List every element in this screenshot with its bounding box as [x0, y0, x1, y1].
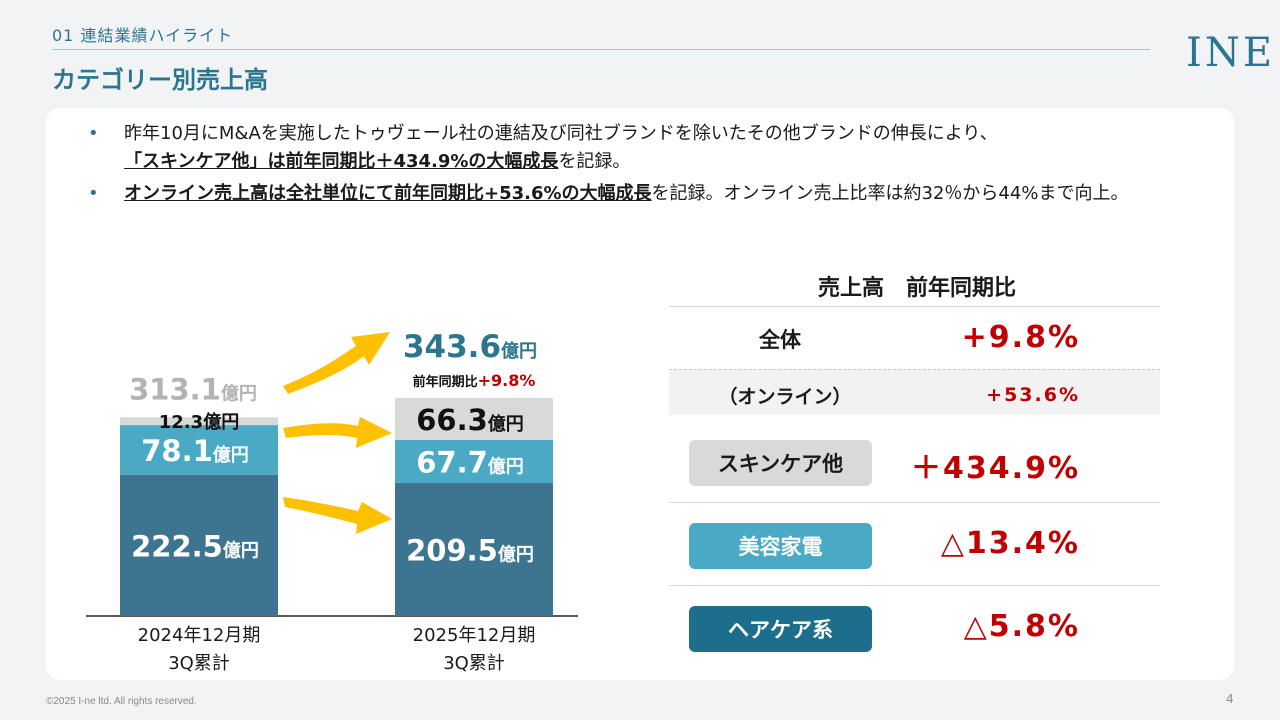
bullet-dot-icon: • [88, 123, 99, 144]
bullet-emphasis: オンライン売上高は全社単位にて前年同期比+53.6%の大幅成長 [124, 183, 652, 204]
bar-segment-beauty_appliance [395, 439, 553, 483]
page-number: 4 [1226, 692, 1234, 706]
row-value-skincare: ＋434.9% [911, 451, 1080, 486]
bar-value-label: 67.7億円 [416, 445, 524, 479]
bullet-text: 昨年10月にM&Aを実施したトゥヴェール社の連結及び同社ブランドを除いたその他ブ… [124, 123, 998, 144]
bar-total-label: 313.1億円 [129, 372, 257, 406]
growth-arrow-icon [283, 497, 392, 534]
x-tick-label-2024: 2024年12月期 3Q累計 [99, 622, 299, 678]
bar-segment-beauty_appliance [120, 425, 278, 475]
bar-total-label: 343.6億円 [403, 329, 537, 365]
pill-label: ヘアケア系 [728, 618, 833, 642]
pill-label: スキンケア他 [717, 452, 844, 476]
bar-value-label: 78.1億円 [141, 434, 249, 468]
copyright-text: ©2025 I-ne ltd. All rights reserved. [46, 696, 197, 707]
table-rule [669, 306, 1160, 307]
bar-segment-skincare [395, 397, 553, 440]
bar-segment-haircare [395, 482, 553, 616]
x-tick-line1: 2024年12月期 [137, 625, 261, 646]
row-value-haircare: △5.8% [963, 609, 1080, 644]
table-header: 売上高 前年同期比 [818, 276, 1017, 301]
bullet-text-tail: を記録。 [558, 151, 631, 172]
section-label: 01 連結業績ハイライト [52, 26, 234, 45]
bar-value-label: 222.5億円 [131, 529, 259, 563]
table-rule [669, 502, 1160, 503]
row-value-total: +9.8% [961, 320, 1080, 355]
pill-label: 美容家電 [738, 535, 823, 559]
x-tick-line2: 3Q累計 [443, 653, 505, 674]
growth-arrow-icon [283, 417, 392, 448]
highlight-bullets: • 昨年10月にM&Aを実施したトゥヴェール社の連結及び同社ブランドを除いたその… [88, 120, 1208, 210]
category-pill-skincare: スキンケア他 [689, 440, 872, 486]
bar-value-label: 66.3億円 [416, 403, 524, 437]
online-row-band [669, 369, 1160, 415]
x-tick-line2: 3Q累計 [168, 653, 230, 674]
category-pill-haircare: ヘアケア系 [689, 606, 872, 652]
bar-value-label: 209.5億円 [406, 533, 534, 567]
bullet-dot-icon: • [88, 183, 99, 204]
x-tick-line1: 2025年12月期 [412, 625, 536, 646]
category-pill-beauty-appliance: 美容家電 [689, 523, 872, 569]
bar-segment-haircare [120, 474, 278, 616]
bar-segment-skincare [120, 417, 278, 426]
table-rule [669, 585, 1160, 586]
growth-arrow-icon [283, 332, 390, 394]
bullet-emphasis: 「スキンケア他」は前年同期比＋434.9%の大幅成長 [124, 151, 559, 172]
bar-value-label: 12.3億円 [159, 411, 239, 433]
bullet-item: • オンライン売上高は全社単位にて前年同期比+53.6%の大幅成長を記録。オンラ… [88, 180, 1208, 208]
bullet-text-tail: を記録。オンライン売上比率は約32％から44%まで向上。 [651, 183, 1129, 204]
bullet-item: • 昨年10月にM&Aを実施したトゥヴェール社の連結及び同社ブランドを除いたその… [88, 120, 1208, 176]
bar-total-yoy-label: 前年同期比+9.8% [413, 371, 536, 390]
row-value-online: +53.6% [986, 384, 1080, 406]
row-value-beauty-appliance: △13.4% [940, 526, 1080, 561]
row-label-total: 全体 [759, 328, 801, 352]
brand-logo: INE [1186, 30, 1276, 76]
row-label-online: （オンライン） [718, 386, 852, 408]
x-tick-label-2025: 2025年12月期 3Q累計 [374, 622, 574, 678]
header-divider [52, 49, 1150, 50]
page-title: カテゴリー別売上高 [52, 66, 268, 94]
